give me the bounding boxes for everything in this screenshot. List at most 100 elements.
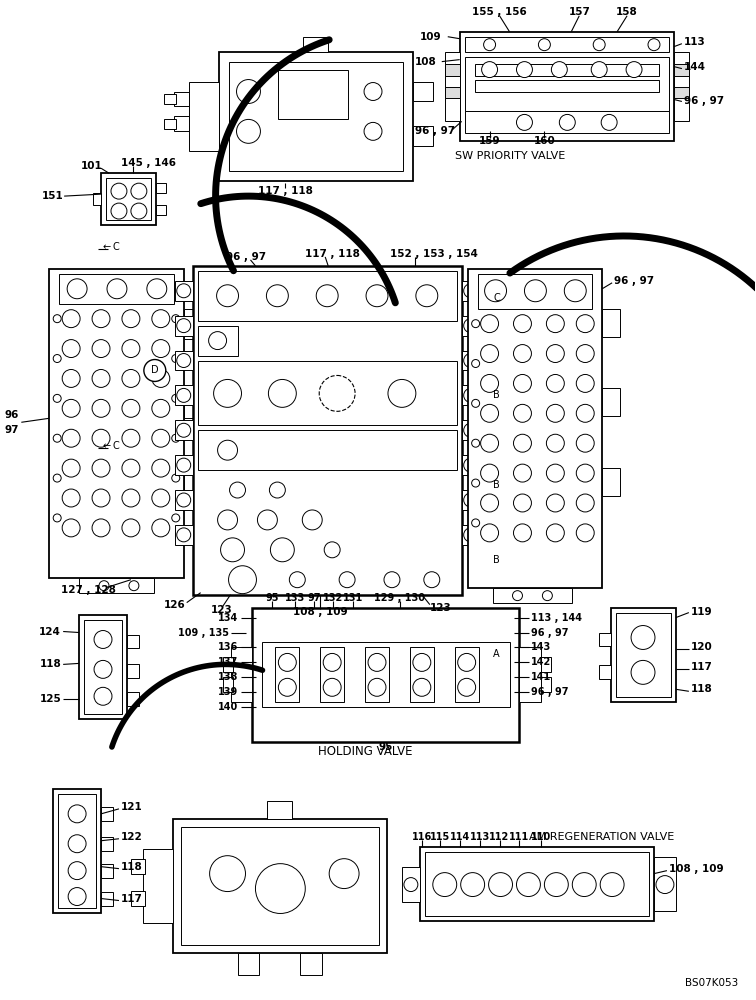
Circle shape: [94, 631, 112, 648]
Circle shape: [576, 524, 594, 542]
Bar: [184, 468, 199, 498]
Bar: [462, 455, 479, 475]
Circle shape: [481, 315, 498, 333]
Circle shape: [513, 434, 531, 452]
Text: C: C: [493, 293, 500, 303]
Circle shape: [384, 572, 400, 588]
Circle shape: [591, 62, 607, 78]
Text: 115: 115: [429, 832, 450, 842]
Text: B: B: [493, 390, 500, 400]
Bar: [268, 801, 293, 819]
Circle shape: [424, 572, 440, 588]
Bar: [197, 326, 237, 356]
Text: 142: 142: [531, 657, 552, 667]
Circle shape: [172, 514, 180, 522]
Circle shape: [388, 379, 416, 407]
Circle shape: [218, 510, 237, 530]
Text: B: B: [493, 480, 500, 490]
Circle shape: [53, 355, 61, 363]
Circle shape: [516, 114, 532, 130]
Circle shape: [484, 39, 496, 51]
Circle shape: [177, 528, 191, 542]
Circle shape: [460, 873, 485, 897]
Text: 143: 143: [531, 642, 552, 652]
Text: 121: 121: [121, 802, 143, 812]
Circle shape: [463, 388, 478, 402]
Circle shape: [525, 280, 547, 302]
Bar: [462, 385, 479, 405]
Text: AM REGENERATION VALVE: AM REGENERATION VALVE: [529, 832, 674, 842]
Bar: [654, 857, 676, 911]
Text: 113: 113: [684, 37, 705, 47]
Circle shape: [53, 514, 61, 522]
Text: 132: 132: [323, 593, 343, 603]
Circle shape: [547, 404, 564, 422]
Circle shape: [319, 375, 355, 411]
Circle shape: [177, 388, 191, 402]
Circle shape: [481, 494, 498, 512]
Circle shape: [111, 203, 127, 219]
Circle shape: [513, 315, 531, 333]
Text: 118: 118: [691, 684, 713, 694]
Circle shape: [237, 119, 260, 143]
Text: 134: 134: [218, 613, 238, 623]
Circle shape: [62, 399, 80, 417]
Circle shape: [485, 643, 507, 665]
Circle shape: [122, 519, 140, 537]
Text: 124: 124: [39, 627, 61, 637]
Circle shape: [94, 687, 112, 705]
Bar: [674, 64, 689, 76]
Circle shape: [92, 369, 110, 387]
Circle shape: [576, 404, 594, 422]
Circle shape: [593, 39, 605, 51]
Bar: [175, 455, 193, 475]
Text: 101: 101: [81, 161, 103, 171]
Circle shape: [472, 360, 479, 367]
Circle shape: [177, 423, 191, 437]
Text: 138: 138: [218, 672, 238, 682]
Bar: [156, 205, 166, 215]
Text: 151: 151: [42, 191, 64, 201]
Text: 152 , 153 , 154: 152 , 153 , 154: [390, 249, 478, 259]
Text: B: B: [493, 555, 500, 565]
Circle shape: [62, 519, 80, 537]
Bar: [49, 269, 184, 578]
Circle shape: [472, 399, 479, 407]
Circle shape: [144, 360, 166, 381]
Circle shape: [269, 482, 285, 498]
Bar: [462, 490, 479, 510]
Circle shape: [485, 474, 507, 496]
Text: 111: 111: [510, 832, 530, 842]
Circle shape: [290, 572, 305, 588]
Bar: [174, 116, 189, 131]
Bar: [79, 578, 153, 593]
Circle shape: [230, 482, 246, 498]
Bar: [321, 647, 344, 702]
Bar: [674, 87, 689, 98]
Circle shape: [94, 660, 112, 678]
Circle shape: [463, 458, 478, 472]
Circle shape: [364, 83, 382, 100]
Circle shape: [463, 493, 478, 507]
Circle shape: [271, 538, 294, 562]
Text: 108: 108: [415, 57, 437, 67]
Circle shape: [218, 440, 237, 460]
Circle shape: [404, 878, 418, 892]
Text: 95: 95: [265, 593, 279, 603]
Circle shape: [538, 39, 550, 51]
Bar: [101, 173, 156, 225]
Circle shape: [416, 285, 438, 307]
Circle shape: [111, 183, 127, 199]
Circle shape: [463, 354, 478, 367]
Circle shape: [472, 519, 479, 527]
Circle shape: [152, 399, 170, 417]
Text: 144: 144: [684, 62, 706, 72]
Bar: [616, 613, 671, 697]
Circle shape: [513, 404, 531, 422]
Circle shape: [152, 489, 170, 507]
Text: 122: 122: [121, 832, 143, 842]
Circle shape: [513, 345, 531, 363]
Circle shape: [92, 399, 110, 417]
Bar: [173, 819, 387, 953]
Text: 145 , 146: 145 , 146: [121, 158, 176, 168]
